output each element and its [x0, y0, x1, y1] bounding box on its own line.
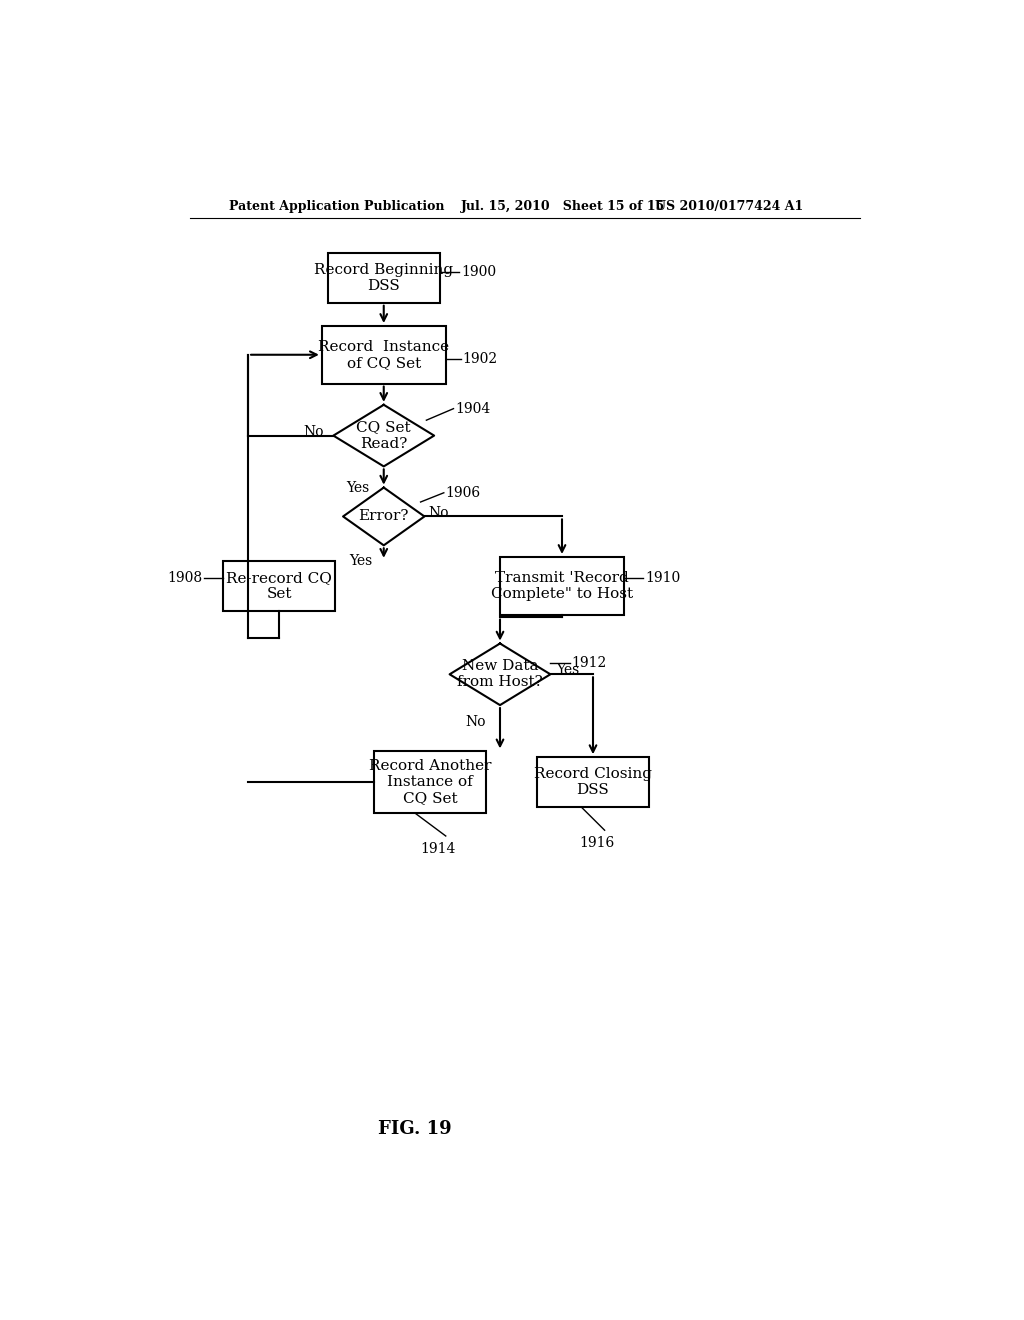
Text: 1902: 1902: [463, 351, 498, 366]
Bar: [322, 326, 445, 384]
Text: 1914: 1914: [420, 842, 456, 857]
Text: Yes: Yes: [349, 553, 372, 568]
Text: US 2010/0177424 A1: US 2010/0177424 A1: [655, 199, 803, 213]
Text: Record  Instance
of CQ Set: Record Instance of CQ Set: [318, 339, 450, 370]
Text: Transmit 'Record
Complete" to Host: Transmit 'Record Complete" to Host: [490, 570, 633, 601]
Text: FIG. 19: FIG. 19: [378, 1119, 452, 1138]
Text: 1900: 1900: [462, 264, 497, 279]
Text: 1904: 1904: [455, 401, 490, 416]
Text: Re-record CQ
Set: Re-record CQ Set: [226, 570, 332, 601]
Bar: [374, 751, 486, 813]
Text: Error?: Error?: [358, 510, 409, 524]
Text: No: No: [428, 506, 449, 520]
Text: 1912: 1912: [571, 656, 606, 669]
Text: Record Beginning
DSS: Record Beginning DSS: [314, 263, 454, 293]
Text: New Data
from Host?: New Data from Host?: [457, 659, 543, 689]
Bar: [537, 758, 649, 807]
Text: CQ Set
Read?: CQ Set Read?: [356, 421, 411, 450]
Bar: [223, 561, 335, 611]
Text: 1916: 1916: [580, 837, 614, 850]
Text: 1908: 1908: [167, 572, 202, 585]
Text: Yes: Yes: [557, 664, 580, 677]
Text: Yes: Yes: [346, 480, 370, 495]
Text: No: No: [303, 425, 324, 438]
Text: Patent Application Publication: Patent Application Publication: [228, 199, 444, 213]
Text: 1906: 1906: [445, 486, 480, 500]
Text: 1910: 1910: [645, 572, 680, 585]
Bar: [328, 252, 440, 302]
Bar: [500, 557, 624, 615]
Text: Jul. 15, 2010   Sheet 15 of 15: Jul. 15, 2010 Sheet 15 of 15: [461, 199, 666, 213]
Text: Record Closing
DSS: Record Closing DSS: [534, 767, 652, 797]
Text: No: No: [466, 715, 486, 729]
Text: Record Another
Instance of
CQ Set: Record Another Instance of CQ Set: [369, 759, 492, 805]
